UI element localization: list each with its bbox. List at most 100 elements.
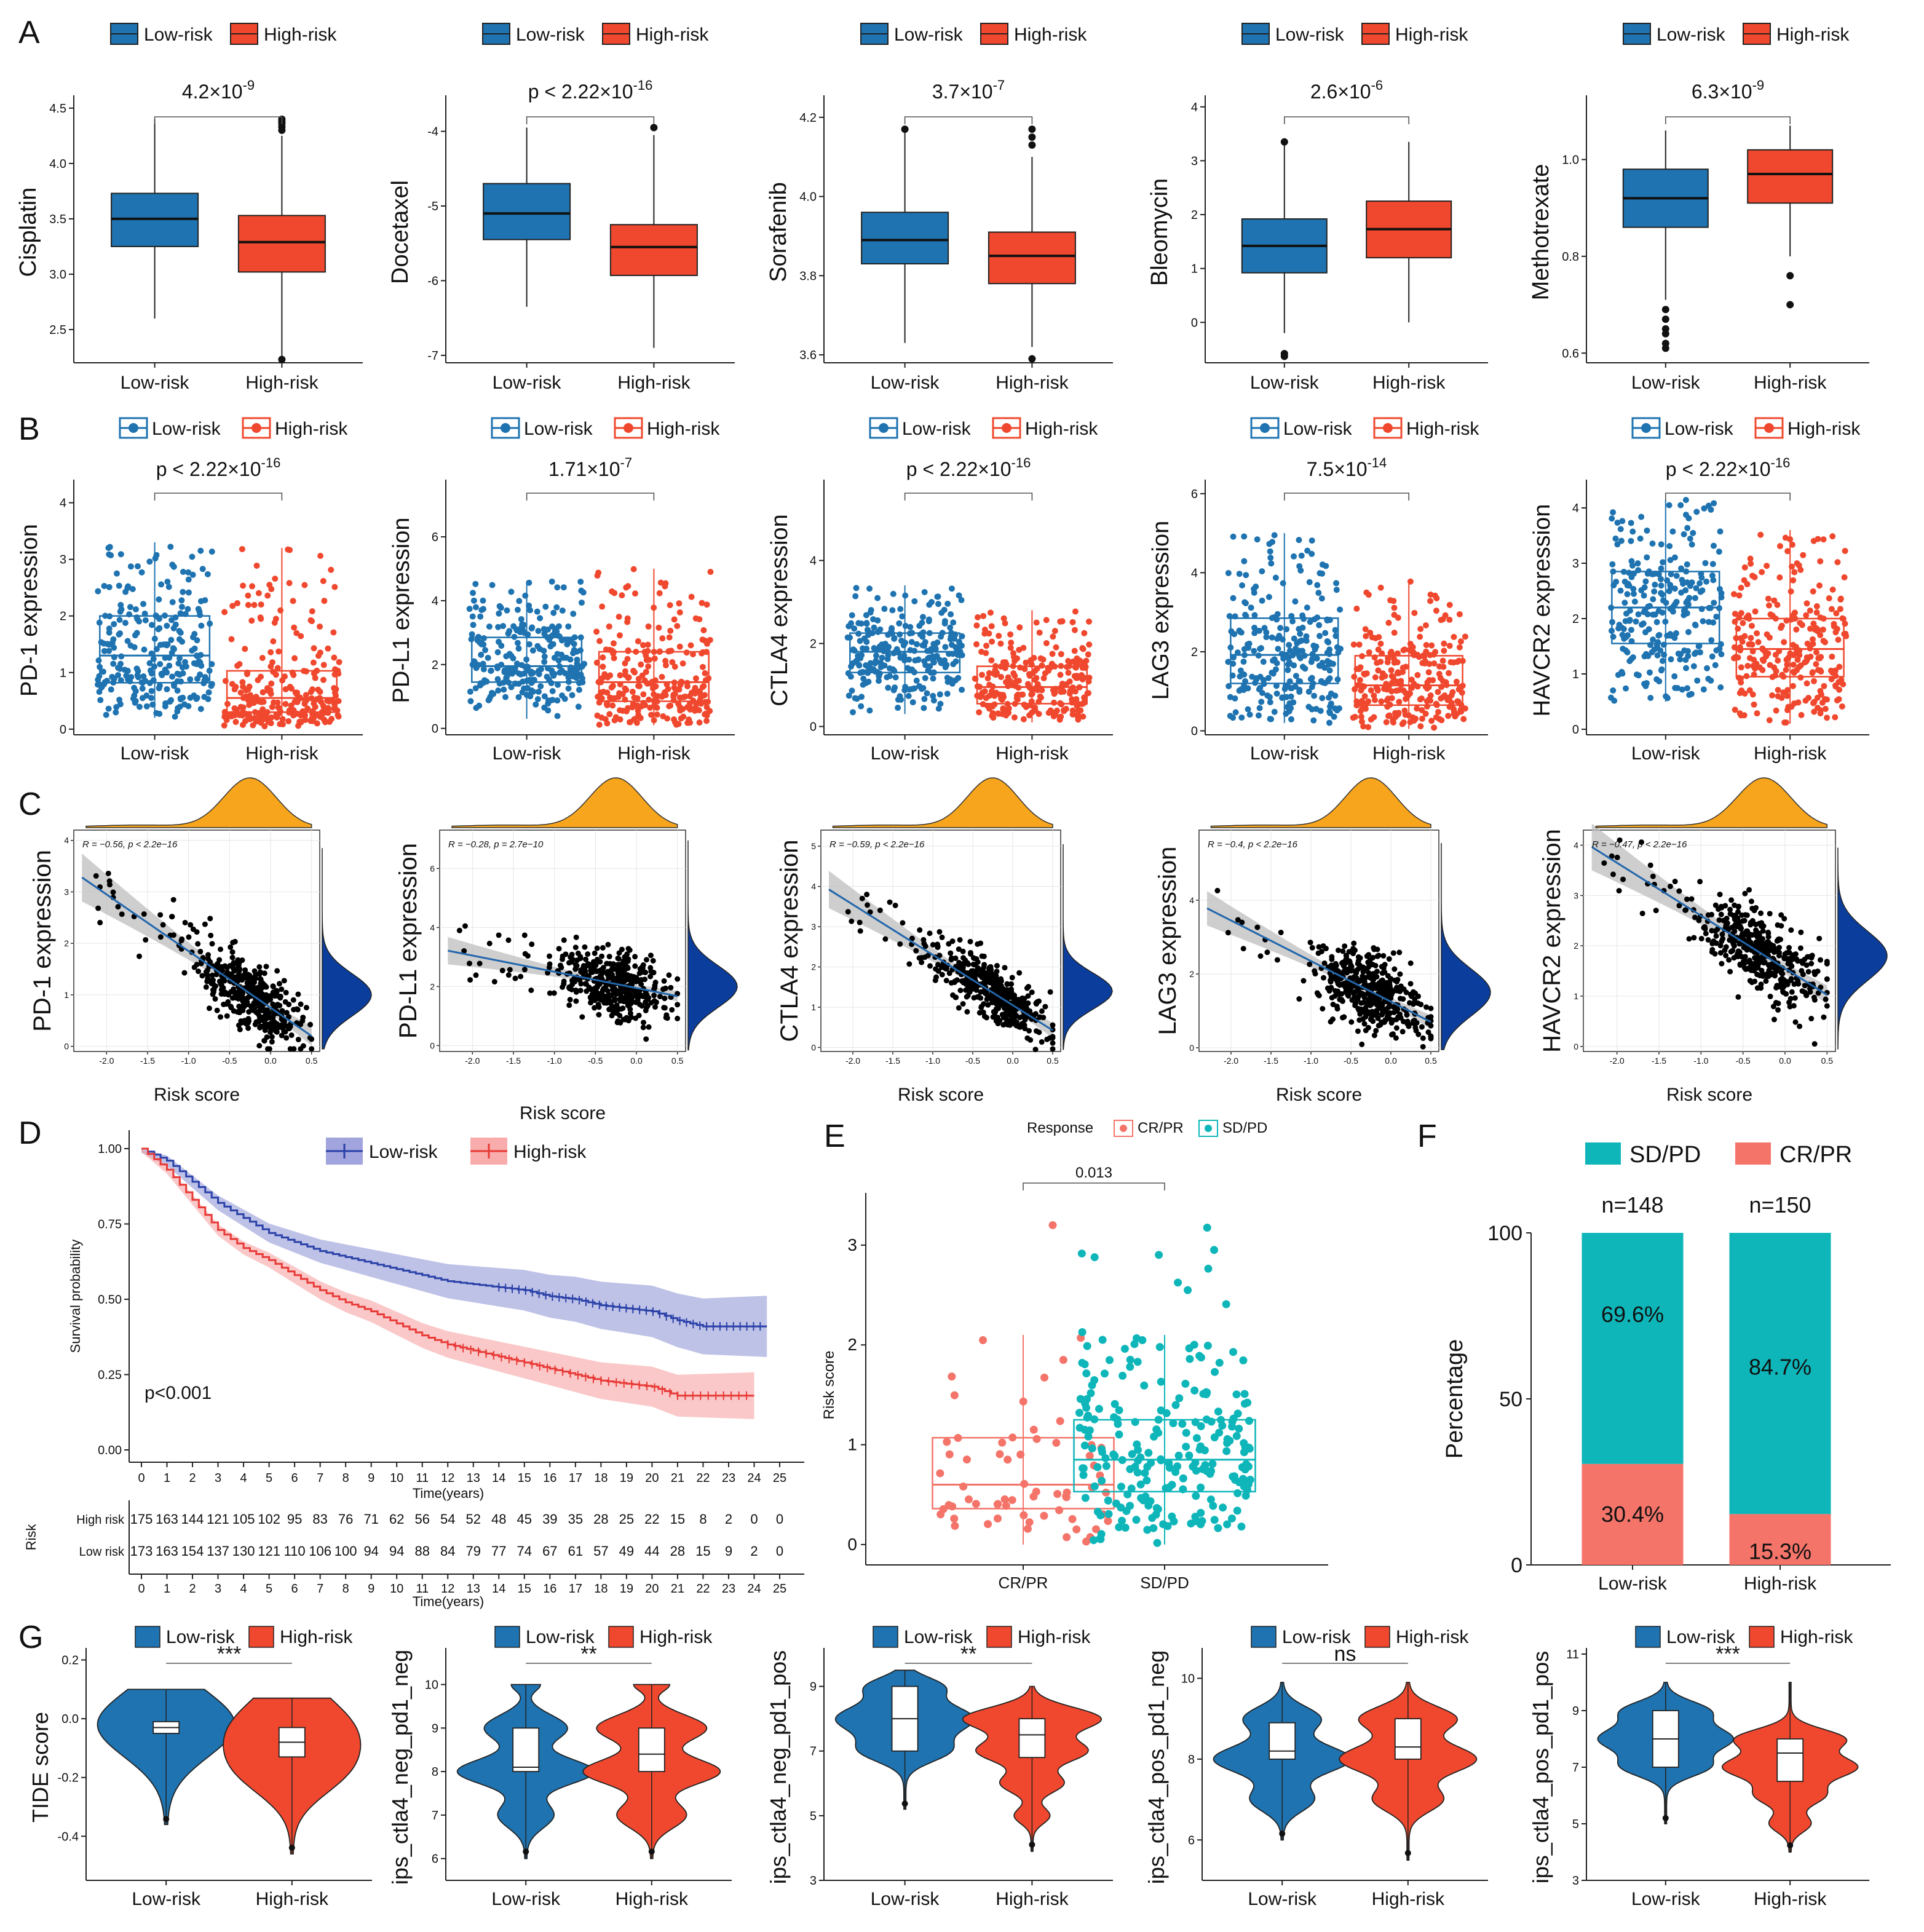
data-point bbox=[1019, 691, 1026, 698]
data-point bbox=[1022, 1017, 1028, 1023]
data-point bbox=[1390, 716, 1396, 723]
data-point bbox=[647, 705, 654, 711]
data-point bbox=[185, 576, 192, 583]
data-point bbox=[156, 625, 163, 631]
y-axis-label: PD-1 expression bbox=[29, 850, 56, 1032]
data-point bbox=[567, 997, 573, 1003]
data-point bbox=[274, 968, 280, 974]
data-point bbox=[1396, 949, 1403, 956]
data-point bbox=[576, 686, 582, 693]
data-point bbox=[1311, 692, 1318, 699]
data-point bbox=[707, 569, 714, 576]
x-tick-label: -2.0 bbox=[99, 1056, 114, 1066]
data-point bbox=[579, 1014, 585, 1020]
data-point bbox=[197, 705, 204, 712]
data-point bbox=[1809, 670, 1816, 676]
data-point bbox=[300, 1043, 306, 1049]
data-point bbox=[898, 696, 905, 703]
data-point bbox=[920, 705, 927, 711]
data-point bbox=[182, 611, 189, 617]
y-tick-label: 2 bbox=[432, 659, 438, 672]
data-point bbox=[1351, 673, 1358, 680]
data-point bbox=[307, 1035, 313, 1041]
data-point bbox=[625, 958, 631, 964]
data-point bbox=[1337, 646, 1344, 652]
data-point bbox=[1784, 661, 1791, 668]
data-point bbox=[1752, 608, 1759, 615]
outlier-point bbox=[1028, 125, 1036, 133]
data-point bbox=[622, 965, 628, 972]
outlier-point bbox=[650, 124, 658, 132]
data-point bbox=[253, 562, 260, 569]
data-point bbox=[1375, 646, 1382, 653]
data-point bbox=[537, 683, 544, 690]
data-point bbox=[616, 632, 623, 639]
data-point bbox=[577, 671, 584, 678]
data-point bbox=[1446, 670, 1452, 676]
data-point bbox=[595, 982, 601, 988]
data-point bbox=[1718, 651, 1725, 657]
data-point bbox=[156, 710, 163, 717]
x-tick-label: High-risk bbox=[617, 373, 691, 393]
data-point bbox=[561, 695, 568, 702]
data-point bbox=[151, 635, 158, 642]
data-point bbox=[1802, 659, 1808, 666]
data-point bbox=[873, 668, 879, 675]
data-point bbox=[1229, 672, 1236, 679]
data-point bbox=[1283, 710, 1289, 717]
data-point bbox=[975, 614, 981, 620]
data-point bbox=[456, 927, 462, 933]
data-point bbox=[610, 961, 616, 967]
panelA-plot-1: Low-risk High-risk2.53.03.54.04.5Cisplati… bbox=[15, 23, 363, 393]
data-point bbox=[1241, 652, 1248, 659]
data-point bbox=[1791, 569, 1798, 576]
data-point bbox=[1380, 952, 1387, 959]
data-point bbox=[633, 648, 639, 655]
x-tick-label: Low-risk bbox=[871, 743, 940, 764]
data-point bbox=[1717, 528, 1724, 535]
panelB-legend: Low-risk High-risk bbox=[119, 417, 348, 439]
p-value-label: p < 2.22×10-16 bbox=[906, 455, 1031, 480]
data-point bbox=[175, 660, 182, 667]
data-point bbox=[1658, 582, 1665, 589]
significance-bracket bbox=[904, 493, 1033, 501]
data-point bbox=[636, 1012, 642, 1018]
marginal-density-right bbox=[687, 840, 738, 1051]
data-point bbox=[1832, 629, 1839, 636]
data-point bbox=[666, 634, 673, 641]
data-point bbox=[1352, 947, 1358, 953]
data-point bbox=[911, 598, 918, 604]
data-point bbox=[960, 1001, 966, 1007]
x-tick-label: -0.5 bbox=[965, 1056, 980, 1066]
data-point bbox=[1236, 627, 1243, 634]
data-point bbox=[643, 1036, 649, 1042]
data-point bbox=[1057, 671, 1064, 678]
data-point bbox=[1022, 702, 1029, 709]
data-point bbox=[919, 633, 926, 640]
data-point bbox=[1390, 950, 1396, 956]
data-point bbox=[139, 695, 146, 702]
data-point bbox=[1791, 669, 1797, 676]
data-point bbox=[1331, 713, 1337, 720]
marginal-density-top bbox=[832, 777, 1053, 828]
data-point bbox=[1757, 531, 1764, 538]
outlier-point bbox=[1028, 133, 1036, 141]
data-point bbox=[956, 946, 962, 952]
data-point bbox=[301, 582, 308, 588]
data-point bbox=[872, 660, 879, 667]
data-point bbox=[221, 609, 228, 616]
data-point bbox=[146, 660, 153, 667]
data-point bbox=[1085, 651, 1091, 658]
data-point bbox=[651, 649, 657, 655]
data-point bbox=[548, 578, 555, 585]
data-point bbox=[622, 671, 629, 678]
outlier-point bbox=[1661, 306, 1669, 314]
data-point bbox=[529, 670, 536, 676]
data-point bbox=[131, 684, 138, 691]
data-point bbox=[237, 703, 244, 710]
data-point bbox=[1259, 568, 1265, 575]
data-point bbox=[899, 613, 906, 620]
data-point bbox=[592, 997, 598, 1004]
data-point bbox=[558, 637, 565, 644]
data-point bbox=[676, 609, 683, 616]
